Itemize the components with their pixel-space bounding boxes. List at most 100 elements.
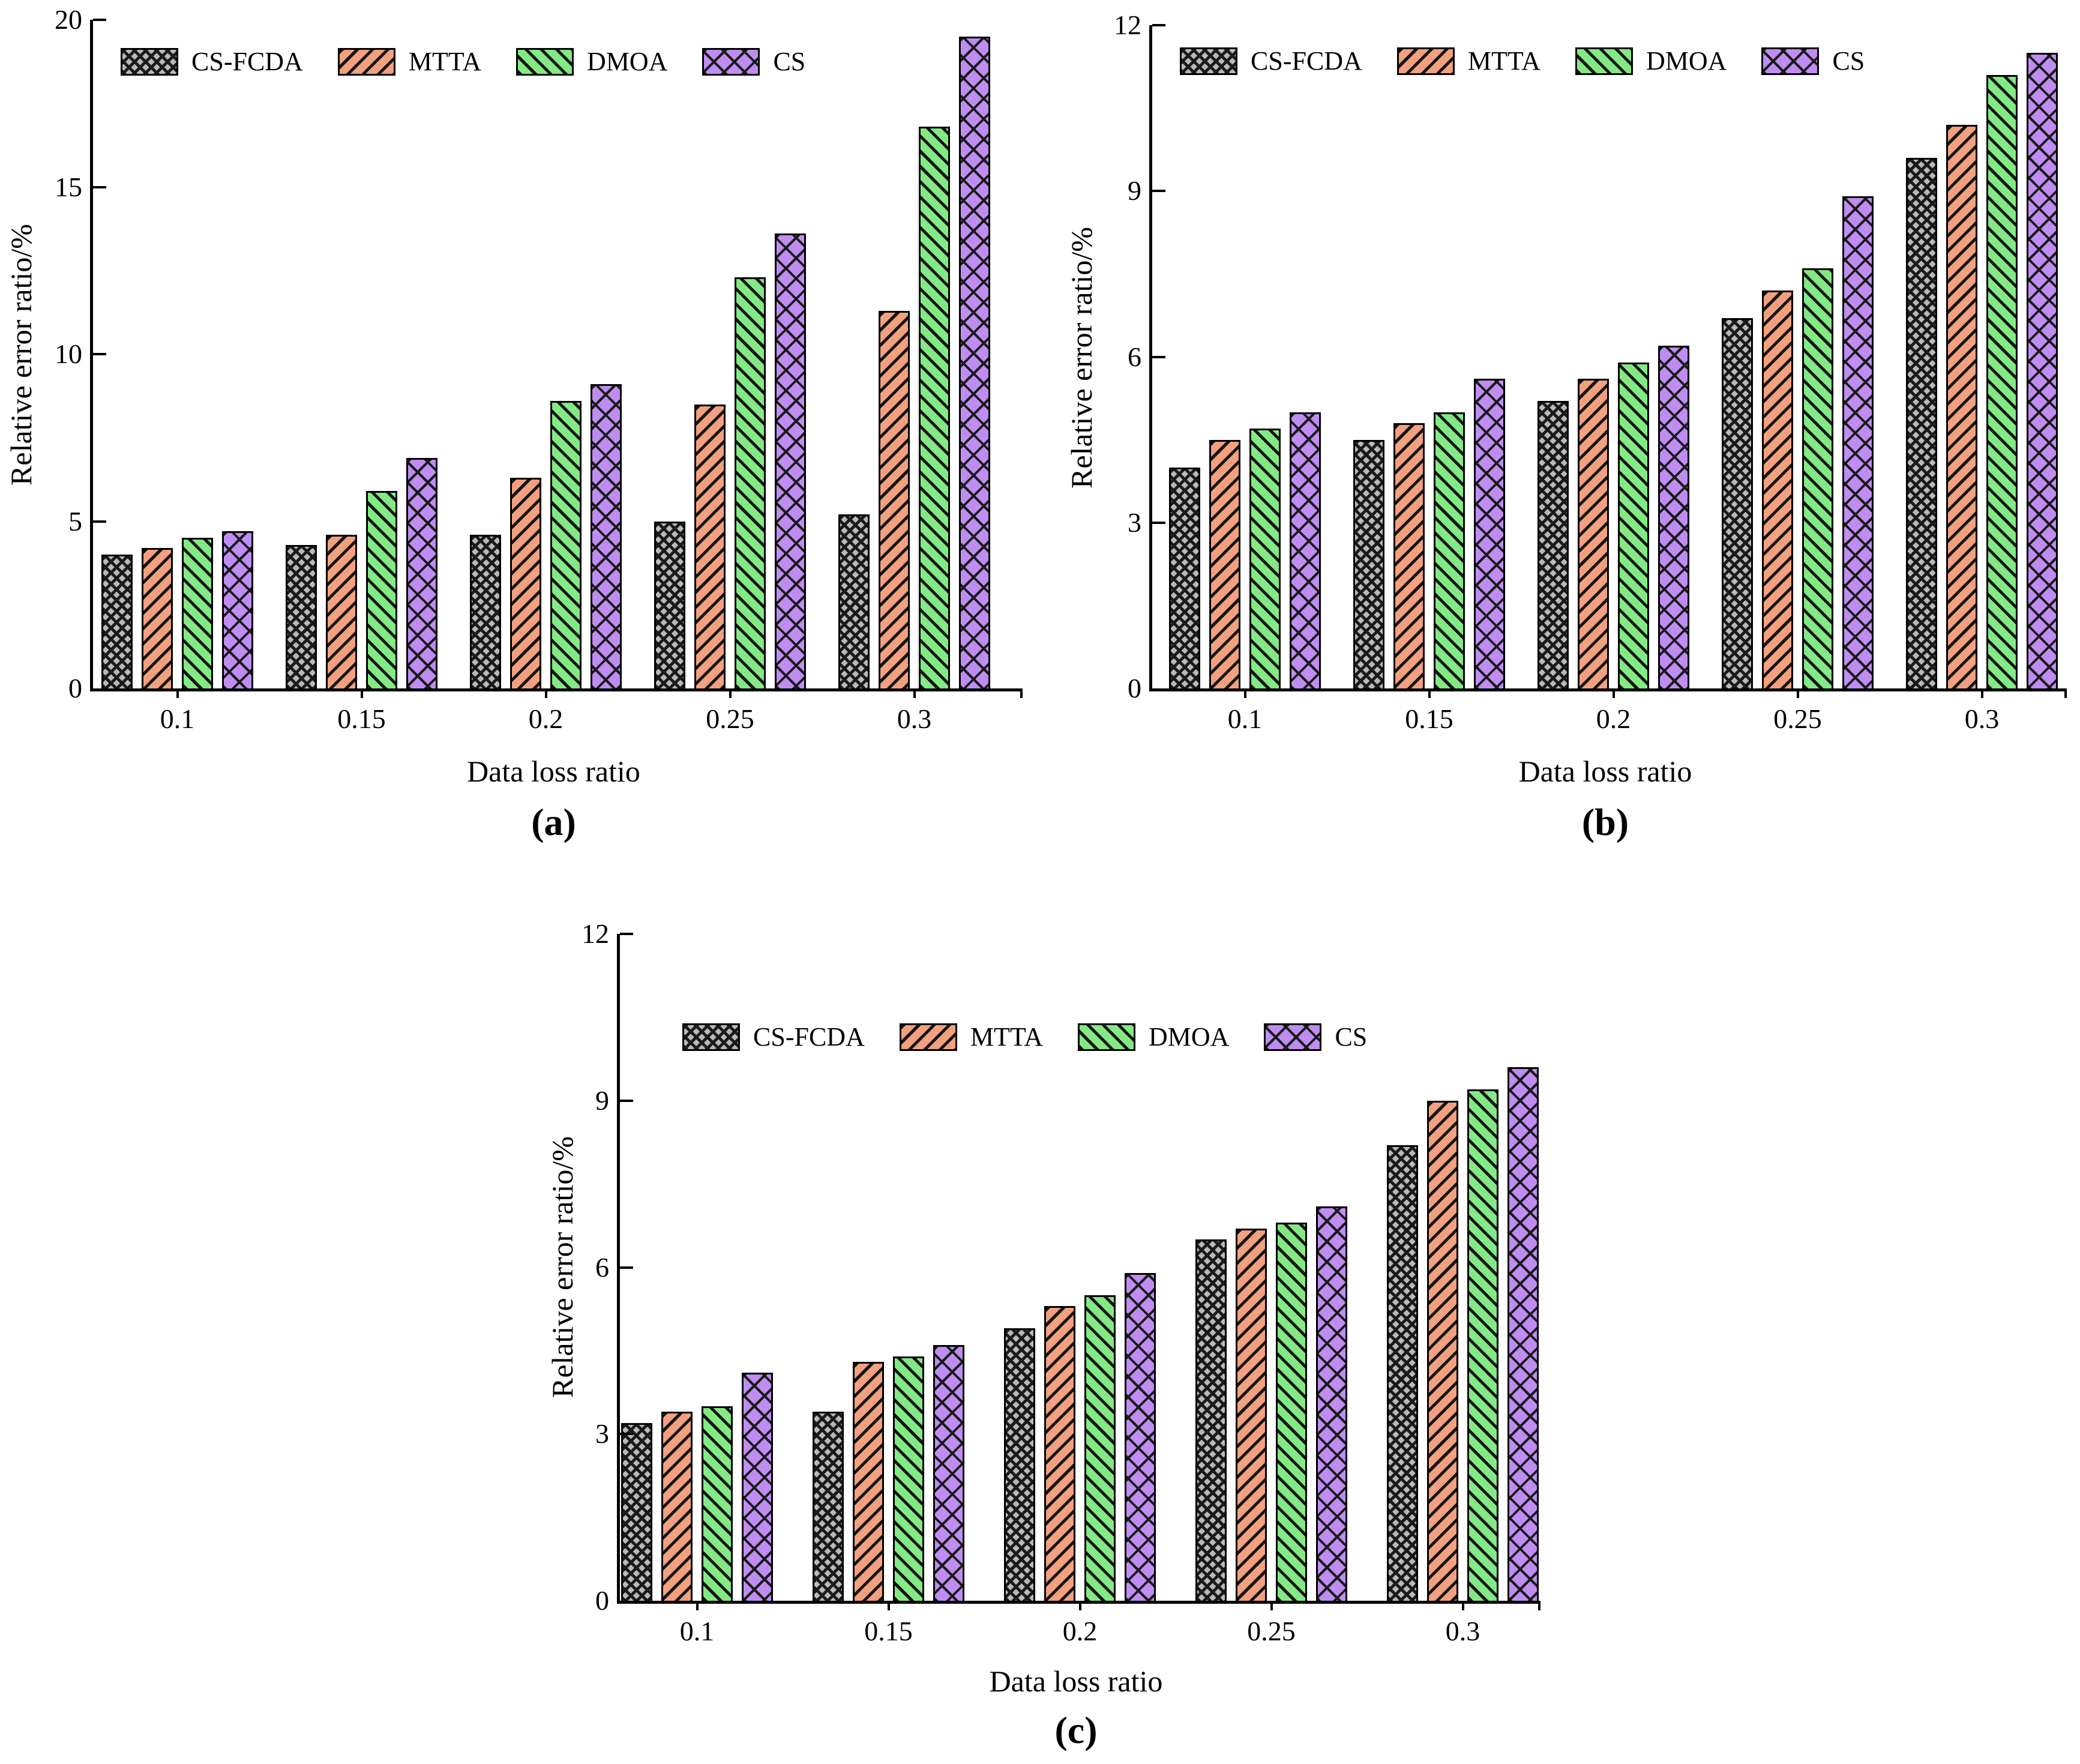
y-axis-title: Relative error ratio/%: [4, 224, 38, 486]
bar-dmoa-0.1: [1249, 429, 1281, 688]
x-tick-label-0.15: 0.15: [864, 1616, 913, 1646]
legend-swatch-cs-icon: [702, 48, 760, 76]
legend-item-mtta: MTTA: [337, 47, 481, 76]
x-tick-0.2: [1612, 688, 1615, 698]
bar-dmoa-0.3: [1467, 1089, 1498, 1601]
legend-item-cs: CS: [1264, 1023, 1367, 1052]
bar-dmoa-0.3: [919, 127, 950, 688]
bar-cs-0.3: [959, 36, 990, 688]
bar-dmoa-0.1: [182, 538, 213, 688]
bar-dmoa-0.15: [366, 491, 397, 688]
bar-csfcda-0.1: [101, 555, 133, 688]
x-axis-title: Data loss ratio: [1518, 754, 1692, 788]
y-tick-label-6: 6: [595, 1251, 609, 1283]
x-tick-0.3: [1980, 688, 1983, 698]
x-tick-label-0.25: 0.25: [1247, 1616, 1296, 1646]
y-tick-9: [620, 1099, 633, 1102]
y-tick-label-15: 15: [55, 171, 82, 202]
plot-area-a: CS-FCDA MTTA DMOA CS 0.1 0.15 0.2 0.25 0.3 0 5 10…: [55, 5, 1023, 734]
y-tick-label-20: 20: [55, 4, 82, 35]
bar-dmoa-0.2: [1618, 362, 1649, 688]
x-tick-label-0.25: 0.25: [706, 703, 754, 734]
bar-mtta-0.2: [510, 478, 541, 688]
legend-swatch-mtta-icon: [1396, 47, 1455, 75]
bar-cs-0.1: [222, 531, 253, 688]
bar-group-0.2: 0.2: [1004, 934, 1156, 1646]
bar-mtta-0.25: [1236, 1228, 1267, 1601]
x-tick-0.25: [729, 688, 732, 698]
bar-groups-c: 0.1 0.15 0.2 0.25 0.3: [620, 934, 1539, 1646]
bar-group-0.1: 0.1: [101, 20, 253, 734]
bar-group-0.3: 0.3: [838, 20, 990, 734]
y-tick-label-9: 9: [1128, 175, 1141, 206]
x-tick-label-0.3: 0.3: [897, 703, 932, 734]
bar-group-0.25: 0.25: [1195, 934, 1347, 1646]
legend-item-dmoa: DMOA: [1077, 1022, 1230, 1052]
bar-mtta-0.25: [694, 404, 726, 688]
bar-dmoa-0.25: [1276, 1223, 1307, 1601]
y-tick-20: [93, 19, 106, 21]
legend-label-dmoa: DMOA: [586, 47, 668, 76]
x-tick-0.25: [1796, 688, 1799, 698]
bar-mtta-0.15: [1393, 423, 1425, 688]
y-tick-label-10: 10: [55, 339, 82, 369]
y-tick-12: [620, 933, 633, 935]
legend-item-cs: CS: [1761, 47, 1865, 76]
bar-mtta-0.1: [1209, 439, 1240, 688]
bar-dmoa-0.25: [1802, 268, 1833, 688]
x-tick-0.2: [544, 688, 547, 698]
plot-area-b: CS-FCDA MTTA DMOA CS 0.1 0.15 0.2 0.25 0.3 0 3 6 9…: [1114, 11, 2067, 734]
x-tick-0.1: [696, 1601, 699, 1610]
bar-group-0.1: 0.1: [1169, 25, 1321, 734]
bar-mtta-0.15: [326, 534, 357, 688]
bar-groups-b: 0.1 0.15 0.2 0.25 0.3: [1152, 25, 2064, 734]
x-tick-0.25: [1270, 1601, 1273, 1610]
bar-dmoa-0.15: [893, 1356, 924, 1601]
bar-csfcda-0.25: [1722, 318, 1753, 688]
y-tick-label-6: 6: [1128, 341, 1141, 372]
x-tick-label-0.2: 0.2: [1596, 703, 1631, 734]
x-tick-label-0.15: 0.15: [337, 703, 386, 734]
bar-cs-0.2: [591, 384, 622, 688]
bar-cs-0.25: [1316, 1206, 1347, 1601]
bar-dmoa-0.2: [1084, 1295, 1116, 1601]
legend-a: CS-FCDA MTTA DMOA CS: [121, 47, 806, 76]
y-tick-3: [1152, 521, 1165, 524]
x-tick-0.3: [1461, 1601, 1464, 1610]
y-tick-label-12: 12: [582, 918, 609, 949]
bar-mtta-0.2: [1578, 379, 1609, 688]
legend-label-dmoa: DMOA: [1148, 1022, 1230, 1052]
y-axis-title: Relative error ratio/%: [1065, 227, 1098, 489]
y-tick-label-3: 3: [595, 1418, 609, 1449]
legend-label-mtta: MTTA: [408, 47, 481, 76]
bar-mtta-0.2: [1044, 1306, 1075, 1601]
bar-group-0.1: 0.1: [621, 934, 773, 1646]
legend-swatch-cs-icon: [1761, 47, 1820, 75]
y-tick-10: [93, 353, 106, 355]
bar-csfcda-0.3: [838, 514, 870, 688]
bar-cs-0.1: [742, 1373, 773, 1601]
bar-group-0.15: 0.15: [286, 20, 437, 734]
bar-csfcda-0.15: [286, 544, 317, 688]
x-tick-0.3: [913, 688, 916, 698]
y-tick-label-0: 0: [1128, 673, 1141, 703]
bar-csfcda-0.3: [1906, 158, 1937, 688]
x-tick-label-0.3: 0.3: [1964, 703, 2000, 734]
legend-item-dmoa: DMOA: [1575, 47, 1727, 76]
legend-item-dmoa: DMOA: [515, 47, 668, 76]
legend-swatch-cs-icon: [1264, 1023, 1322, 1051]
bar-group-0.3: 0.3: [1906, 25, 2058, 734]
x-tick-label-0.2: 0.2: [1062, 1616, 1098, 1646]
legend-swatch-csfcda-icon: [682, 1023, 740, 1051]
bar-cs-0.15: [933, 1345, 964, 1601]
bar-cs-0.3: [2027, 53, 2058, 688]
bar-mtta-0.3: [1946, 124, 1977, 688]
bar-group-0.25: 0.25: [654, 20, 806, 734]
bar-csfcda-0.25: [654, 521, 685, 688]
legend-label-csfcda: CS-FCDA: [1251, 46, 1362, 76]
y-tick-12: [1152, 24, 1165, 26]
bar-dmoa-0.3: [1986, 74, 2018, 688]
legend-item-mtta: MTTA: [899, 1023, 1043, 1052]
x-tick-0.1: [1243, 688, 1246, 698]
bar-csfcda-0.2: [1537, 401, 1569, 688]
